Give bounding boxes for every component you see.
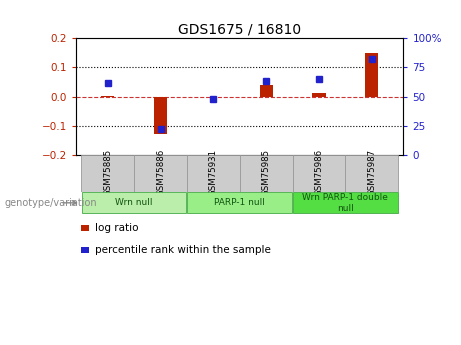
Text: percentile rank within the sample: percentile rank within the sample [95, 245, 271, 255]
Text: Wrn PARP-1 double
null: Wrn PARP-1 double null [302, 193, 388, 213]
Bar [293, 155, 345, 192]
Bar [101, 96, 114, 97]
Text: GSM75931: GSM75931 [209, 149, 218, 196]
Text: GSM75885: GSM75885 [103, 149, 112, 196]
Bar [187, 155, 240, 192]
Bar [134, 155, 187, 192]
Title: GDS1675 / 16810: GDS1675 / 16810 [178, 23, 301, 37]
Bar [82, 192, 186, 214]
Bar [345, 155, 398, 192]
Text: PARP-1 null: PARP-1 null [214, 198, 265, 207]
Bar [260, 85, 273, 97]
Text: GSM75986: GSM75986 [314, 149, 324, 196]
Text: Wrn null: Wrn null [115, 198, 153, 207]
Bar [293, 192, 397, 214]
Bar [207, 97, 220, 98]
Bar [81, 155, 134, 192]
Text: GSM75886: GSM75886 [156, 149, 165, 196]
Bar [154, 97, 167, 134]
Text: genotype/variation: genotype/variation [5, 198, 97, 208]
Bar [365, 53, 378, 97]
Bar [312, 93, 325, 97]
Text: GSM75985: GSM75985 [261, 149, 271, 196]
Text: GSM75987: GSM75987 [367, 149, 376, 196]
Text: log ratio: log ratio [95, 223, 138, 233]
Bar [188, 192, 292, 214]
Bar [240, 155, 293, 192]
